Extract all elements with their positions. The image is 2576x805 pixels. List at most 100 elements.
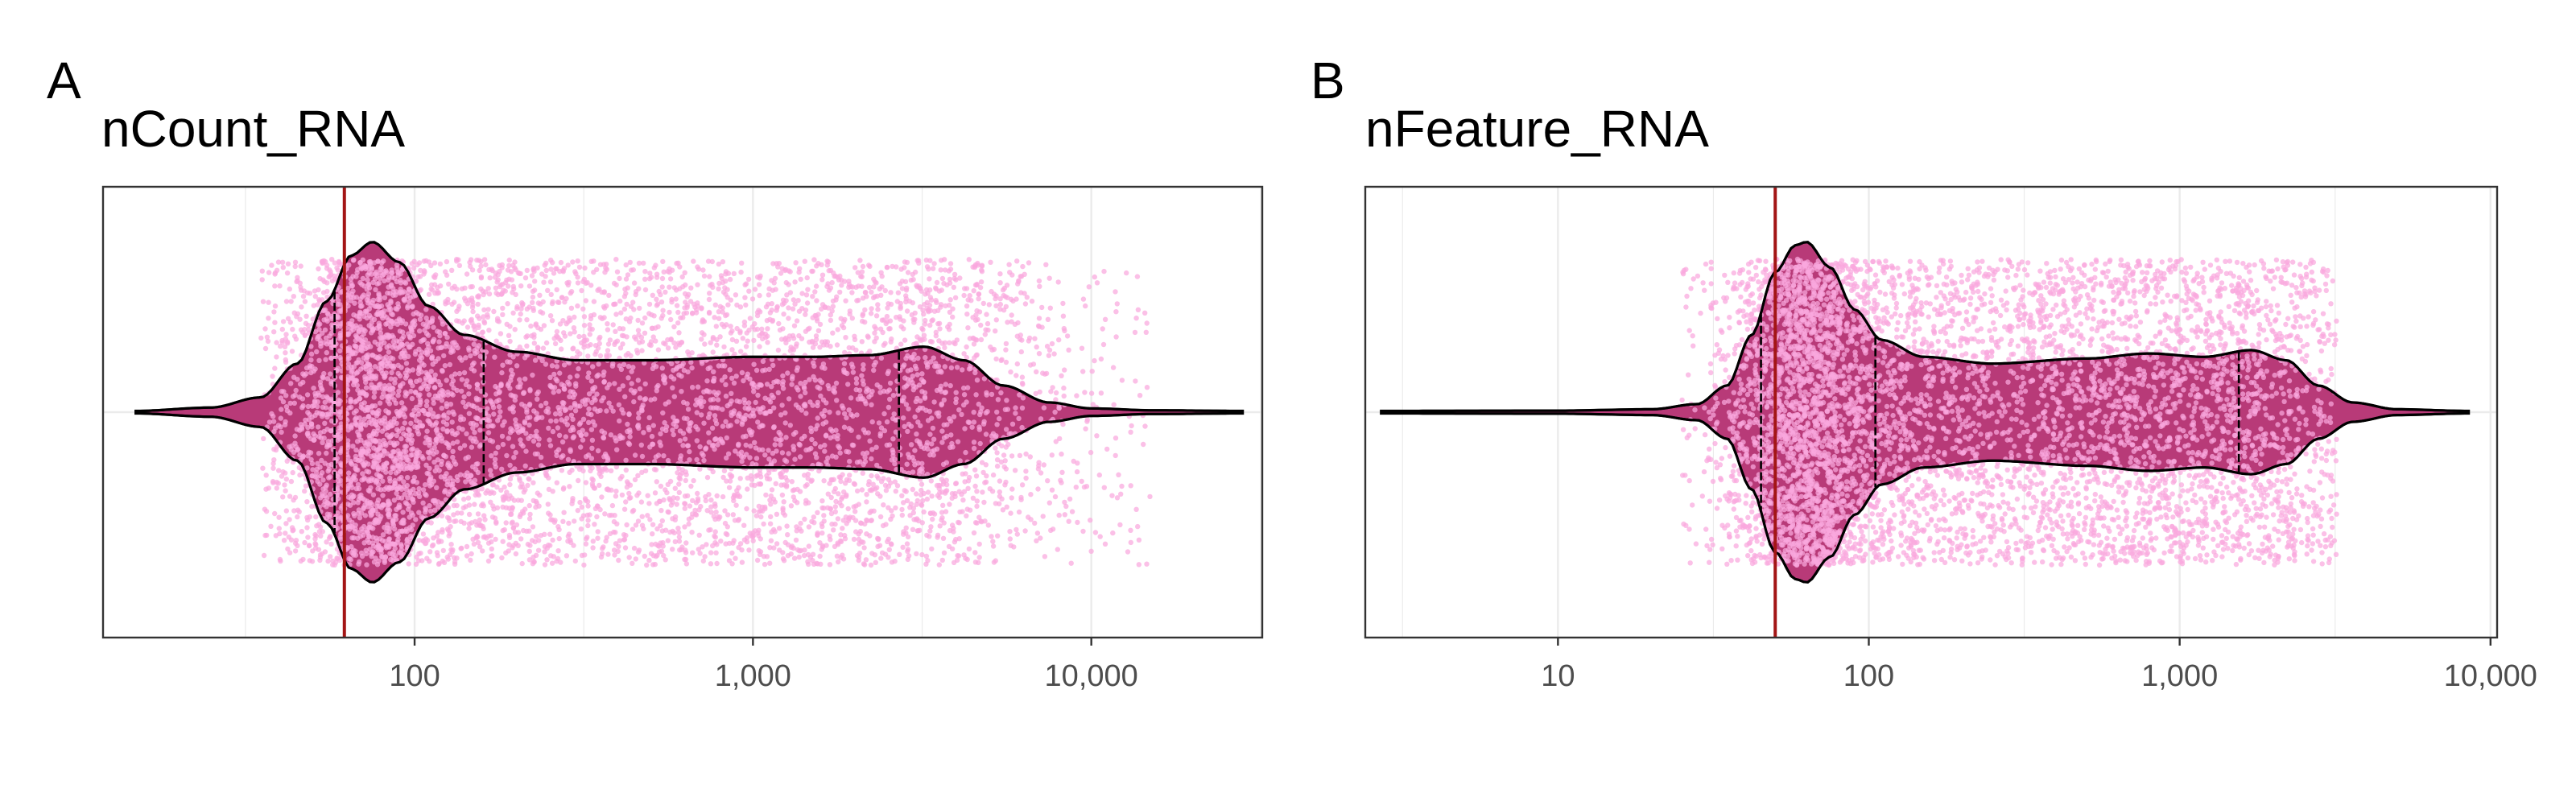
- jitter-point: [361, 400, 367, 406]
- jitter-point: [856, 283, 861, 289]
- jitter-point: [338, 468, 344, 474]
- jitter-point: [392, 380, 398, 386]
- jitter-point: [268, 523, 274, 529]
- jitter-point: [398, 495, 405, 501]
- jitter-point: [748, 473, 754, 479]
- jitter-point: [919, 389, 925, 394]
- jitter-point: [1092, 357, 1097, 364]
- jitter-point: [899, 493, 905, 498]
- jitter-point: [1079, 345, 1085, 351]
- jitter-point: [1109, 493, 1115, 498]
- jitter-point: [794, 367, 800, 374]
- jitter-point: [784, 292, 790, 298]
- jitter-point: [1003, 341, 1009, 347]
- jitter-point: [430, 338, 436, 345]
- jitter-point: [904, 541, 910, 547]
- jitter-point: [914, 497, 921, 504]
- jitter-point: [436, 504, 441, 510]
- jitter-point: [1060, 313, 1067, 319]
- jitter-point: [466, 345, 472, 351]
- jitter-point: [658, 431, 663, 437]
- jitter-point: [435, 553, 440, 559]
- jitter-point: [716, 363, 721, 369]
- jitter-point: [346, 555, 352, 562]
- jitter-point: [376, 291, 382, 297]
- jitter-point: [990, 539, 996, 544]
- jitter-point: [530, 524, 536, 530]
- jitter-point: [513, 551, 519, 557]
- jitter-point: [725, 302, 731, 308]
- jitter-point: [1088, 518, 1093, 523]
- jitter-point: [635, 423, 641, 429]
- jitter-point: [444, 403, 450, 409]
- jitter-point: [663, 289, 668, 295]
- jitter-point: [464, 324, 471, 330]
- jitter-point: [427, 483, 433, 489]
- jitter-point: [394, 440, 400, 446]
- jitter-point: [440, 419, 447, 425]
- jitter-point: [1088, 449, 1094, 456]
- jitter-point: [729, 473, 735, 479]
- jitter-point: [989, 391, 995, 398]
- jitter-point: [543, 267, 549, 274]
- jitter-point: [315, 302, 320, 308]
- jitter-point: [852, 333, 857, 339]
- jitter-point: [413, 349, 419, 354]
- jitter-point: [263, 473, 269, 478]
- jitter-point: [642, 553, 647, 559]
- jitter-point: [477, 427, 483, 433]
- jitter-point: [869, 306, 874, 312]
- jitter-point: [456, 306, 461, 312]
- jitter-point: [566, 520, 572, 526]
- jitter-point: [1039, 304, 1045, 311]
- jitter-point: [989, 534, 994, 539]
- jitter-point: [513, 540, 518, 547]
- jitter-point: [260, 465, 266, 471]
- jitter-point: [737, 330, 743, 336]
- jitter-point: [442, 473, 448, 479]
- jitter-point: [398, 408, 404, 414]
- jitter-point: [285, 261, 291, 266]
- jitter-point: [442, 363, 448, 369]
- jitter-point: [1007, 529, 1013, 535]
- jitter-point: [1119, 483, 1125, 489]
- jitter-point: [362, 513, 369, 518]
- jitter-point: [733, 292, 739, 298]
- jitter-point: [535, 490, 540, 496]
- jitter-point: [272, 303, 279, 309]
- jitter-point: [856, 434, 861, 440]
- jitter-point: [508, 392, 514, 398]
- jitter-point: [444, 482, 450, 488]
- jitter-point: [901, 318, 906, 324]
- jitter-point: [884, 313, 890, 320]
- jitter-point: [683, 556, 689, 563]
- jitter-point: [770, 261, 776, 266]
- jitter-point: [543, 400, 549, 406]
- jitter-point: [450, 340, 456, 346]
- jitter-point: [410, 341, 415, 347]
- jitter-point: [375, 312, 381, 317]
- jitter-point: [812, 441, 818, 447]
- jitter-point: [1009, 486, 1015, 492]
- jitter-point: [555, 388, 562, 394]
- jitter-point: [916, 518, 922, 524]
- jitter-point: [744, 539, 750, 545]
- jitter-point: [915, 355, 921, 361]
- jitter-point: [813, 333, 819, 339]
- jitter-point: [300, 293, 307, 299]
- jitter-point: [986, 302, 993, 308]
- jitter-point: [521, 510, 526, 516]
- jitter-point: [1023, 451, 1029, 457]
- jitter-point: [379, 428, 386, 434]
- jitter-point: [315, 403, 320, 410]
- jitter-point: [469, 444, 475, 450]
- jitter-point: [854, 488, 861, 494]
- jitter-point: [774, 511, 780, 517]
- jitter-point: [846, 407, 852, 413]
- jitter-point: [962, 286, 968, 291]
- jitter-point: [983, 462, 989, 468]
- jitter-point: [313, 514, 319, 520]
- jitter-point: [898, 303, 903, 310]
- jitter-point: [823, 419, 829, 425]
- jitter-point: [781, 312, 786, 317]
